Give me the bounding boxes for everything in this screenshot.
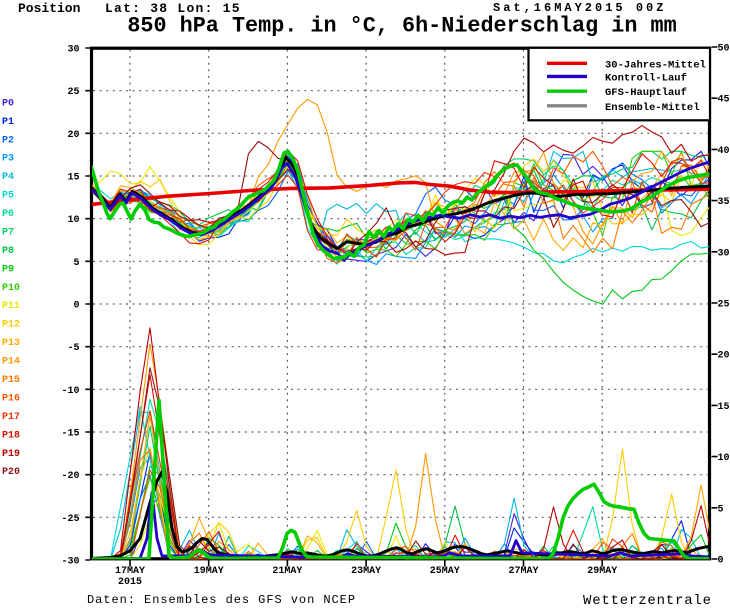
- svg-text:P11: P11: [2, 301, 20, 312]
- svg-text:-15: -15: [61, 429, 79, 440]
- svg-text:-5: -5: [67, 343, 79, 354]
- svg-text:-20: -20: [61, 471, 79, 482]
- svg-text:P0: P0: [2, 98, 14, 109]
- svg-text:P13: P13: [2, 338, 20, 349]
- svg-text:40: 40: [718, 146, 730, 157]
- svg-text:P9: P9: [2, 264, 14, 275]
- svg-text:P17: P17: [2, 412, 20, 423]
- svg-text:2015: 2015: [118, 577, 142, 588]
- svg-text:23MAY: 23MAY: [351, 566, 381, 577]
- svg-text:P6: P6: [2, 209, 14, 220]
- svg-text:-25: -25: [61, 514, 79, 525]
- svg-text:P7: P7: [2, 228, 14, 239]
- svg-text:25MAY: 25MAY: [430, 566, 460, 577]
- svg-text:Sat,16MAY2015 00Z: Sat,16MAY2015 00Z: [493, 1, 666, 15]
- svg-text:Position: Position: [18, 1, 81, 16]
- svg-text:Wetterzentrale: Wetterzentrale: [583, 593, 712, 609]
- svg-text:P4: P4: [2, 172, 14, 183]
- svg-text:P10: P10: [2, 283, 20, 294]
- svg-text:P5: P5: [2, 191, 14, 202]
- svg-text:P3: P3: [2, 154, 14, 165]
- svg-text:20: 20: [718, 351, 730, 362]
- svg-text:25: 25: [718, 300, 730, 311]
- svg-text:35: 35: [718, 197, 730, 208]
- svg-text:P19: P19: [2, 449, 20, 460]
- svg-text:0: 0: [718, 556, 724, 567]
- svg-text:P1: P1: [2, 117, 14, 128]
- svg-text:Lat: 38 Lon: 15: Lat: 38 Lon: 15: [105, 1, 241, 16]
- svg-text:5: 5: [718, 504, 724, 515]
- svg-text:850 hPa Temp. in °C, 6h-Nieder: 850 hPa Temp. in °C, 6h-Niederschlag in …: [127, 14, 676, 39]
- svg-text:30-Jahres-Mittel: 30-Jahres-Mittel: [605, 59, 706, 71]
- svg-text:50: 50: [718, 44, 730, 55]
- svg-text:30: 30: [67, 45, 79, 56]
- svg-text:Kontroll-Lauf: Kontroll-Lauf: [605, 72, 687, 84]
- svg-text:GFS-Hauptlauf: GFS-Hauptlauf: [605, 87, 687, 99]
- svg-text:Daten: Ensembles des GFS von N: Daten: Ensembles des GFS von NCEP: [87, 593, 356, 607]
- svg-text:P20: P20: [2, 467, 20, 478]
- svg-text:25: 25: [67, 87, 79, 98]
- svg-text:17MAY: 17MAY: [115, 566, 145, 577]
- svg-text:P14: P14: [2, 357, 20, 368]
- svg-text:P15: P15: [2, 375, 20, 386]
- svg-text:-10: -10: [61, 386, 79, 397]
- svg-text:19MAY: 19MAY: [194, 566, 224, 577]
- svg-text:20: 20: [67, 130, 79, 141]
- svg-text:45: 45: [718, 95, 730, 106]
- svg-text:P8: P8: [2, 246, 14, 257]
- svg-text:21MAY: 21MAY: [272, 566, 302, 577]
- svg-text:27MAY: 27MAY: [508, 566, 538, 577]
- svg-text:30: 30: [718, 248, 730, 259]
- svg-text:P2: P2: [2, 135, 14, 146]
- svg-text:15: 15: [67, 173, 79, 184]
- svg-text:P12: P12: [2, 320, 20, 331]
- svg-text:10: 10: [67, 215, 79, 226]
- svg-text:-30: -30: [61, 557, 79, 568]
- svg-text:15: 15: [718, 402, 730, 413]
- svg-text:Ensemble-Mittel: Ensemble-Mittel: [605, 102, 700, 114]
- svg-text:10: 10: [718, 453, 730, 464]
- svg-text:0: 0: [73, 301, 79, 312]
- svg-text:P16: P16: [2, 393, 20, 404]
- svg-text:P18: P18: [2, 430, 20, 441]
- svg-text:5: 5: [73, 258, 79, 269]
- svg-text:29MAY: 29MAY: [587, 566, 617, 577]
